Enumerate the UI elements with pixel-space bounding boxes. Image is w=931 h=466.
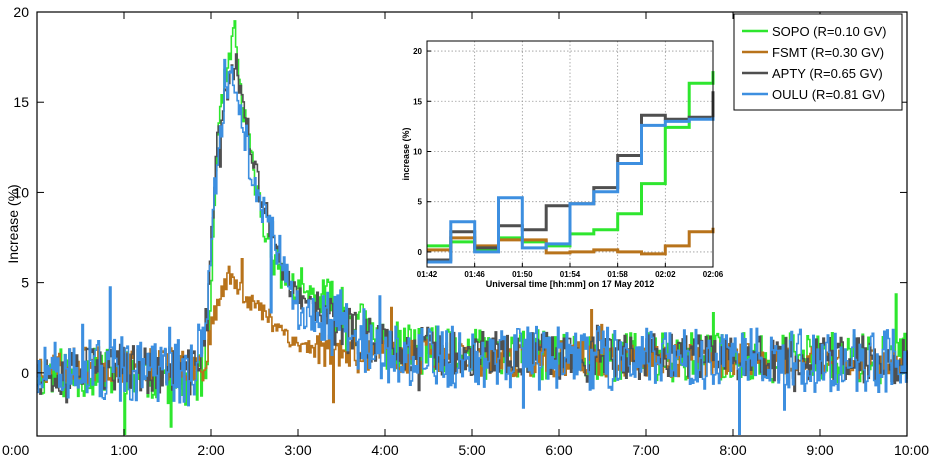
inset-x-tick-label: 01:46	[464, 270, 485, 279]
main-x-tick-label: 1:00	[110, 442, 137, 458]
main-x-tick-label: 0:00	[2, 442, 29, 458]
inset-y-tick-label: 15	[413, 97, 422, 106]
main-x-tick-label: 7:00	[632, 442, 659, 458]
main-x-tick-label: 5:00	[458, 442, 485, 458]
inset-x-tick-label: 01:54	[560, 270, 581, 279]
inset-y-axis-label: increase (%)	[401, 127, 411, 180]
main-y-tick-label: 0	[21, 365, 29, 381]
main-x-tick-label: 10:00	[894, 442, 929, 458]
main-series-group	[37, 20, 908, 435]
legend-label-2: APTY (R=0.65 GV)	[772, 66, 883, 81]
inset-y-tick-label: 0	[418, 248, 423, 257]
main-y-tick-label: 5	[21, 275, 29, 291]
inset-series-group	[427, 71, 715, 264]
main-x-tick-label: 6:00	[545, 442, 572, 458]
inset-x-axis-label: Universal time [hh:mm] on 17 May 2012	[486, 279, 655, 289]
inset-y-tick-label: 5	[418, 198, 423, 207]
main-y-tick-label: 10	[13, 184, 29, 200]
inset-series-line-3	[427, 117, 715, 264]
main-series-line-3	[37, 58, 908, 435]
legend-label-0: SOPO (R=0.10 GV)	[772, 24, 887, 39]
main-x-tick-label: 2:00	[197, 442, 224, 458]
inset-x-tick-label: 01:42	[417, 270, 438, 279]
inset-x-tick-label: 02:06	[703, 270, 724, 279]
main-x-tick-label: 4:00	[371, 442, 398, 458]
main-x-tick-label: 8:00	[719, 442, 746, 458]
main-x-tick-label: 3:00	[284, 442, 311, 458]
inset-x-tick-label: 02:02	[655, 270, 676, 279]
inset-x-tick-label: 01:58	[607, 270, 628, 279]
main-x-tick-label: 9:00	[806, 442, 833, 458]
legend-label-1: FSMT (R=0.30 GV)	[772, 45, 884, 60]
main-y-tick-label: 15	[13, 94, 29, 110]
main-y-axis-label: Increase (%)	[5, 184, 21, 263]
main-chart: 0 5 10 15 20 0:00 1:00 2:00 3:00 4:00 5:00 6:00 7:00…	[2, 4, 929, 458]
legend: SOPO (R=0.10 GV) FSMT (R=0.30 GV) APTY (R=…	[733, 13, 903, 111]
inset-x-tick-label: 01:50	[512, 270, 533, 279]
inset-y-tick-label: 20	[413, 47, 422, 56]
legend-label-3: OULU (R=0.81 GV)	[772, 87, 885, 102]
main-y-tick-label: 20	[13, 4, 29, 20]
inset-y-tick-label: 10	[413, 147, 422, 156]
inset-chart: 0 5 10 15 20 01:42 01:46 01:50 01:54 01:58 02:02 02…	[401, 40, 724, 289]
